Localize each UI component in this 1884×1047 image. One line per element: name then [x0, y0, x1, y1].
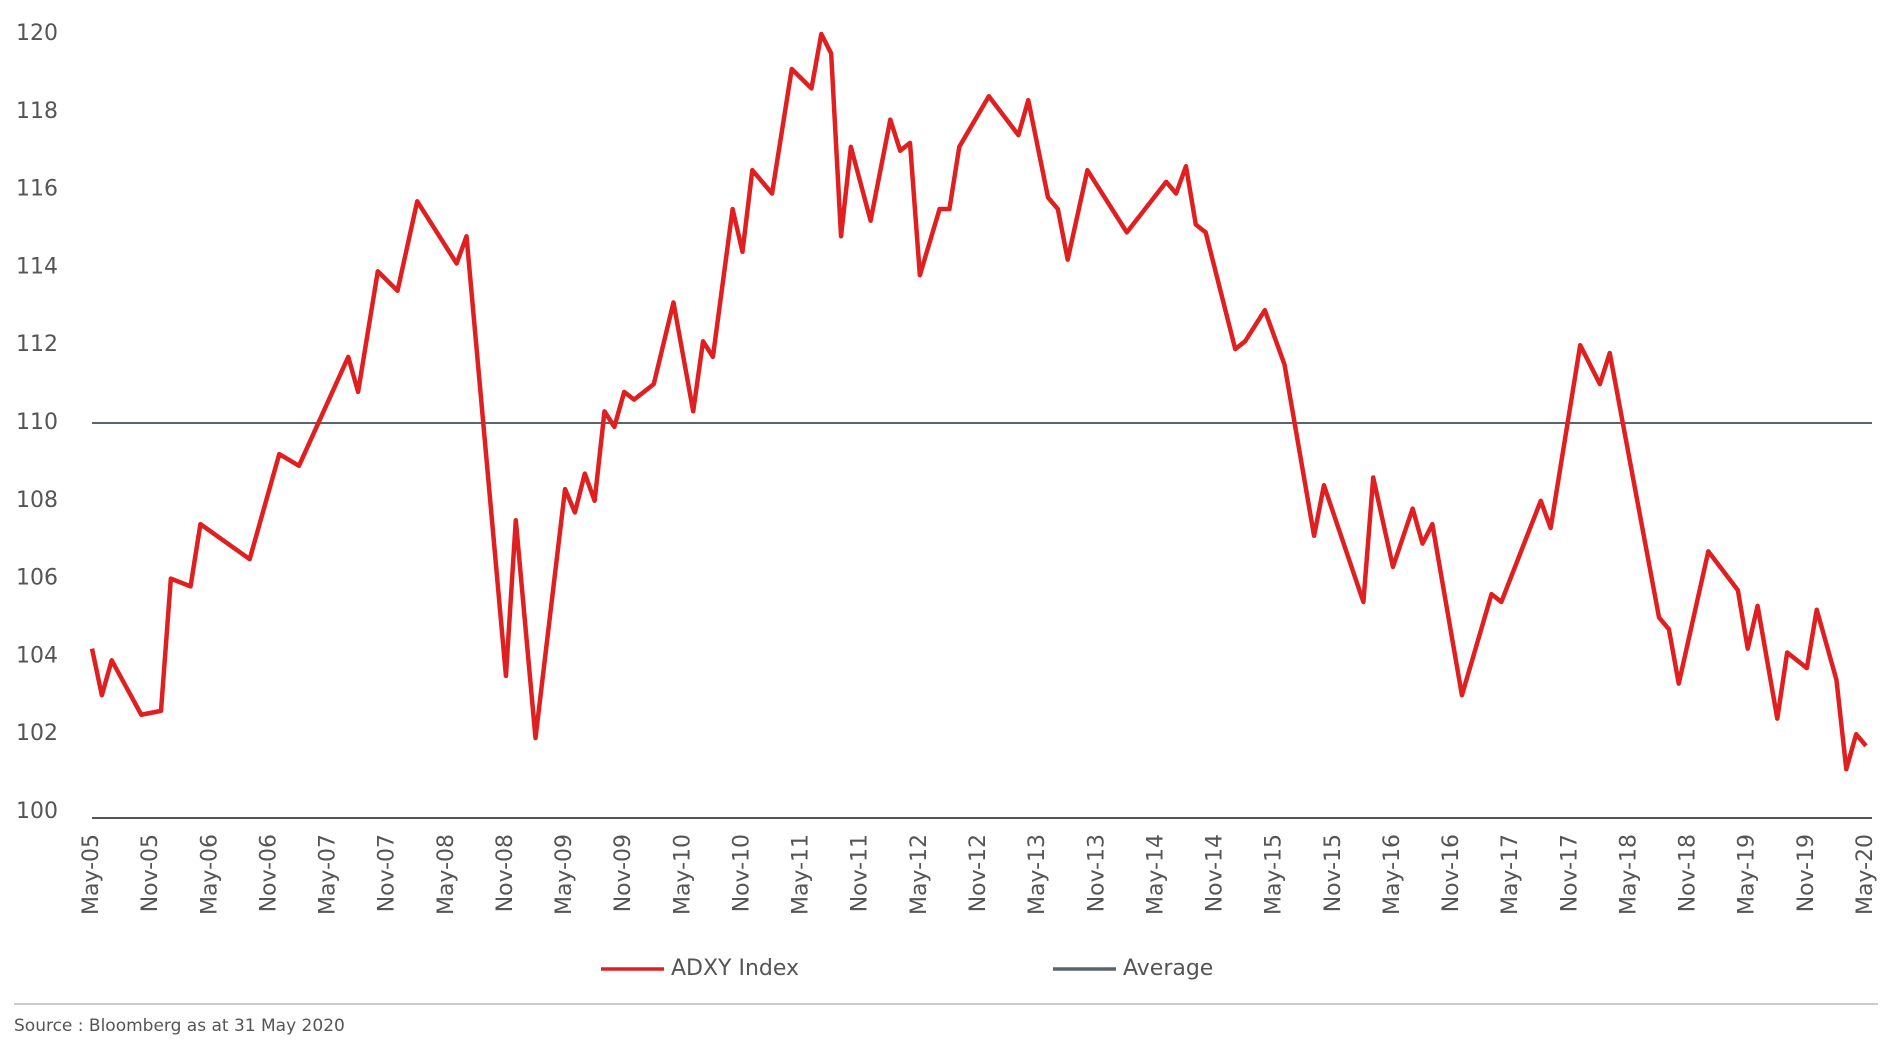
legend-label: Average	[1123, 956, 1213, 981]
y-tick-label: 118	[16, 99, 58, 124]
y-tick-label: 116	[16, 177, 58, 202]
legend-label: ADXY Index	[671, 956, 799, 981]
y-tick-label: 100	[16, 799, 58, 824]
x-tick-label: May-07	[316, 834, 341, 915]
x-tick-label: Nov-18	[1676, 834, 1701, 912]
x-tick-label: Nov-07	[375, 834, 400, 912]
x-tick-label: May-18	[1616, 834, 1641, 915]
x-tick-label: May-08	[434, 834, 459, 915]
x-tick-label: Nov-17	[1557, 834, 1582, 912]
x-tick-label: May-09	[552, 834, 577, 915]
y-tick-label: 108	[16, 488, 58, 513]
y-tick-label: 104	[16, 643, 58, 668]
y-tick-label: 102	[16, 721, 58, 746]
x-tick-label: May-14	[1143, 834, 1168, 915]
x-tick-label: Nov-05	[138, 834, 163, 912]
data-line	[89, 31, 1868, 772]
x-tick-label: Nov-16	[1439, 834, 1464, 912]
x-tick-label: May-05	[79, 834, 104, 915]
y-tick-label: 110	[16, 410, 58, 435]
x-tick-label: May-10	[670, 834, 695, 915]
y-tick-label: 120	[16, 21, 58, 46]
x-tick-label: Nov-09	[611, 834, 636, 912]
x-tick-label: May-17	[1498, 834, 1523, 915]
x-tick-label: Nov-08	[493, 834, 518, 912]
x-tick-label: May-16	[1380, 834, 1405, 915]
y-tick-label: 112	[16, 332, 58, 357]
x-tick-label: Nov-11	[848, 834, 873, 912]
x-tick-label: May-06	[197, 834, 222, 915]
x-tick-label: Nov-12	[966, 834, 991, 912]
source-note: Source : Bloomberg as at 31 May 2020	[14, 1016, 345, 1036]
x-tick-label: May-15	[1262, 834, 1287, 915]
x-tick-label: Nov-10	[729, 834, 754, 912]
x-tick-label: Nov-19	[1794, 834, 1819, 912]
x-tick-label: May-19	[1735, 834, 1760, 915]
y-tick-label: 114	[16, 254, 58, 279]
y-tick-label: 106	[16, 566, 58, 591]
x-tick-label: Nov-15	[1321, 834, 1346, 912]
x-tick-label: May-13	[1025, 834, 1050, 915]
x-tick-label: Nov-14	[1203, 834, 1228, 912]
x-tick-label: May-12	[907, 834, 932, 915]
x-tick-label: May-20	[1853, 834, 1878, 915]
x-tick-label: Nov-13	[1084, 834, 1109, 912]
x-tick-label: Nov-06	[256, 834, 281, 912]
x-tick-label: May-11	[789, 834, 814, 915]
